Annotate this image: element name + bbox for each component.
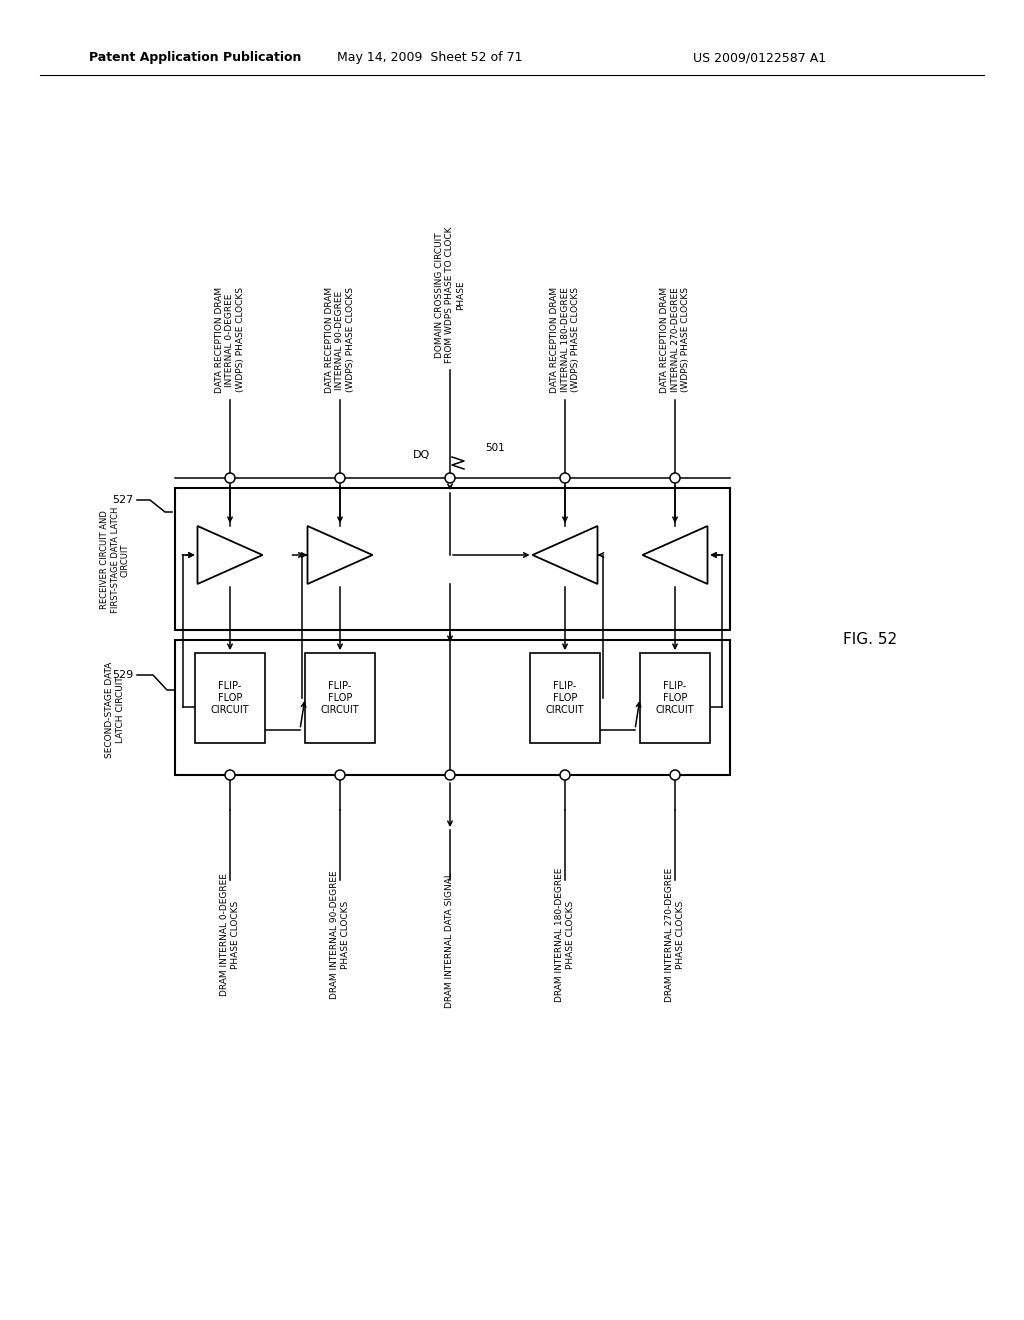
FancyBboxPatch shape: [640, 653, 710, 743]
Text: DOMAIN CROSSING CIRCUIT
FROM WDPS PHASE TO CLOCK
PHASE: DOMAIN CROSSING CIRCUIT FROM WDPS PHASE …: [435, 227, 465, 363]
Text: 529: 529: [112, 671, 133, 680]
Text: DATA RECEPTION DRAM
INTERNAL 90-DEGREE
(WDPS) PHASE CLOCKS: DATA RECEPTION DRAM INTERNAL 90-DEGREE (…: [325, 286, 355, 393]
Text: Patent Application Publication: Patent Application Publication: [89, 51, 301, 65]
Polygon shape: [198, 525, 262, 583]
Circle shape: [335, 473, 345, 483]
Text: DATA RECEPTION DRAM
INTERNAL 270-DEGREE
(WDPS) PHASE CLOCKS: DATA RECEPTION DRAM INTERNAL 270-DEGREE …: [660, 286, 690, 393]
Text: DRAM INTERNAL 180-DEGREE
PHASE CLOCKS: DRAM INTERNAL 180-DEGREE PHASE CLOCKS: [555, 867, 574, 1002]
Text: DRAM INTERNAL 90-DEGREE
PHASE CLOCKS: DRAM INTERNAL 90-DEGREE PHASE CLOCKS: [331, 871, 350, 999]
Circle shape: [445, 473, 455, 483]
Polygon shape: [642, 525, 708, 583]
Text: May 14, 2009  Sheet 52 of 71: May 14, 2009 Sheet 52 of 71: [337, 51, 522, 65]
Text: FLIP-
FLOP
CIRCUIT: FLIP- FLOP CIRCUIT: [546, 681, 585, 714]
Circle shape: [670, 473, 680, 483]
Circle shape: [225, 770, 234, 780]
Circle shape: [335, 770, 345, 780]
Circle shape: [225, 473, 234, 483]
Text: DRAM INTERNAL DATA SIGNAL: DRAM INTERNAL DATA SIGNAL: [445, 873, 455, 1008]
Text: FLIP-
FLOP
CIRCUIT: FLIP- FLOP CIRCUIT: [211, 681, 249, 714]
FancyBboxPatch shape: [195, 653, 265, 743]
Text: DATA RECEPTION DRAM
INTERNAL 180-DEGREE
(WDPS) PHASE CLOCKS: DATA RECEPTION DRAM INTERNAL 180-DEGREE …: [550, 286, 580, 393]
Circle shape: [560, 770, 570, 780]
Text: DATA RECEPTION DRAM
INTERNAL 0-DEGREE
(WDPS) PHASE CLOCKS: DATA RECEPTION DRAM INTERNAL 0-DEGREE (W…: [215, 286, 245, 393]
Text: SECOND-STAGE DATA
LATCH CIRCUIT: SECOND-STAGE DATA LATCH CIRCUIT: [105, 661, 125, 758]
Circle shape: [445, 770, 455, 780]
Circle shape: [670, 770, 680, 780]
FancyBboxPatch shape: [175, 640, 730, 775]
Text: FIG. 52: FIG. 52: [843, 632, 897, 648]
FancyBboxPatch shape: [530, 653, 600, 743]
Text: FLIP-
FLOP
CIRCUIT: FLIP- FLOP CIRCUIT: [321, 681, 359, 714]
Text: 527: 527: [112, 495, 133, 506]
Text: DRAM INTERNAL 270-DEGREE
PHASE CLOCKS: DRAM INTERNAL 270-DEGREE PHASE CLOCKS: [666, 867, 685, 1002]
Polygon shape: [307, 525, 373, 583]
Text: DQ: DQ: [413, 450, 430, 459]
FancyBboxPatch shape: [305, 653, 375, 743]
Text: RECEIVER CIRCUIT AND
FIRST-STAGE DATA LATCH
CIRCUIT: RECEIVER CIRCUIT AND FIRST-STAGE DATA LA…: [100, 507, 130, 614]
Text: 501: 501: [485, 444, 505, 453]
Text: DRAM INTERNAL 0-DEGREE
PHASE CLOCKS: DRAM INTERNAL 0-DEGREE PHASE CLOCKS: [220, 874, 240, 997]
Text: US 2009/0122587 A1: US 2009/0122587 A1: [693, 51, 826, 65]
Polygon shape: [532, 525, 597, 583]
FancyBboxPatch shape: [175, 488, 730, 630]
Text: FLIP-
FLOP
CIRCUIT: FLIP- FLOP CIRCUIT: [655, 681, 694, 714]
Circle shape: [560, 473, 570, 483]
